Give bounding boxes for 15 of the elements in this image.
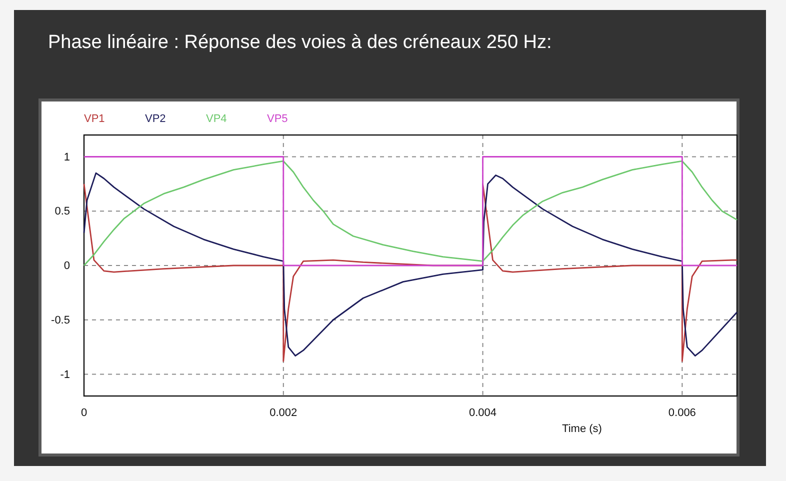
text: VP4	[206, 113, 227, 125]
y-tick-label: 0	[64, 260, 70, 272]
chart-title: Phase linéaire : Réponse des voies à des créneaux 250 Hz:	[48, 32, 552, 53]
y-tick-label: 1	[64, 151, 70, 164]
text: VP5	[267, 113, 288, 125]
x-tick-label: 0.002	[270, 406, 298, 419]
text: VP2	[145, 113, 166, 125]
x-tick-label: 0	[80, 406, 88, 419]
x-tick-label: 0.006	[668, 406, 696, 419]
y-tick-label: -0.5	[51, 314, 70, 326]
text: VP1	[84, 113, 105, 125]
x-axis-title: Time (s)	[562, 423, 602, 435]
y-tick-label: 0.5	[54, 206, 70, 218]
x-tick-label: 0.004	[469, 406, 497, 419]
y-tick-label: -1	[60, 368, 70, 381]
